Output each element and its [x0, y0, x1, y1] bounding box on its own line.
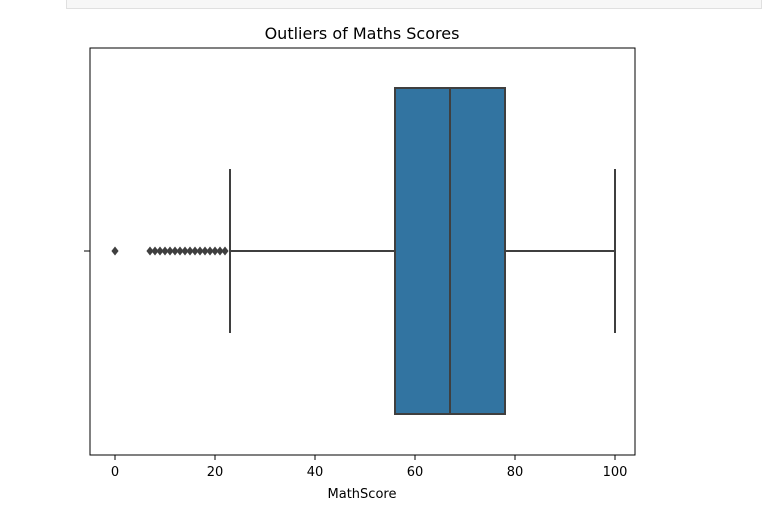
- outlier-point: [146, 246, 154, 256]
- outlier-point: [211, 246, 219, 256]
- outlier-point: [171, 246, 179, 256]
- outlier-point: [156, 246, 164, 256]
- outlier-point: [221, 246, 229, 256]
- outlier-point: [186, 246, 194, 256]
- outlier-point: [176, 246, 184, 256]
- chart-title: Outliers of Maths Scores: [265, 24, 460, 43]
- outlier-point: [201, 246, 209, 256]
- outlier-point: [206, 246, 214, 256]
- x-tick-label: 40: [307, 465, 324, 480]
- x-tick-label: 60: [407, 465, 424, 480]
- x-tick-label: 80: [507, 465, 524, 480]
- x-tick-label: 20: [207, 465, 224, 480]
- outlier-point: [161, 246, 169, 256]
- outlier-point: [181, 246, 189, 256]
- x-tick-label: 0: [111, 465, 119, 480]
- x-tick-label: 100: [603, 465, 628, 480]
- outlier-point: [111, 246, 119, 256]
- outlier-point: [151, 246, 159, 256]
- outlier-point: [196, 246, 204, 256]
- outlier-point: [216, 246, 224, 256]
- outlier-point: [191, 246, 199, 256]
- x-axis-label: MathScore: [328, 487, 397, 502]
- outlier-point: [166, 246, 174, 256]
